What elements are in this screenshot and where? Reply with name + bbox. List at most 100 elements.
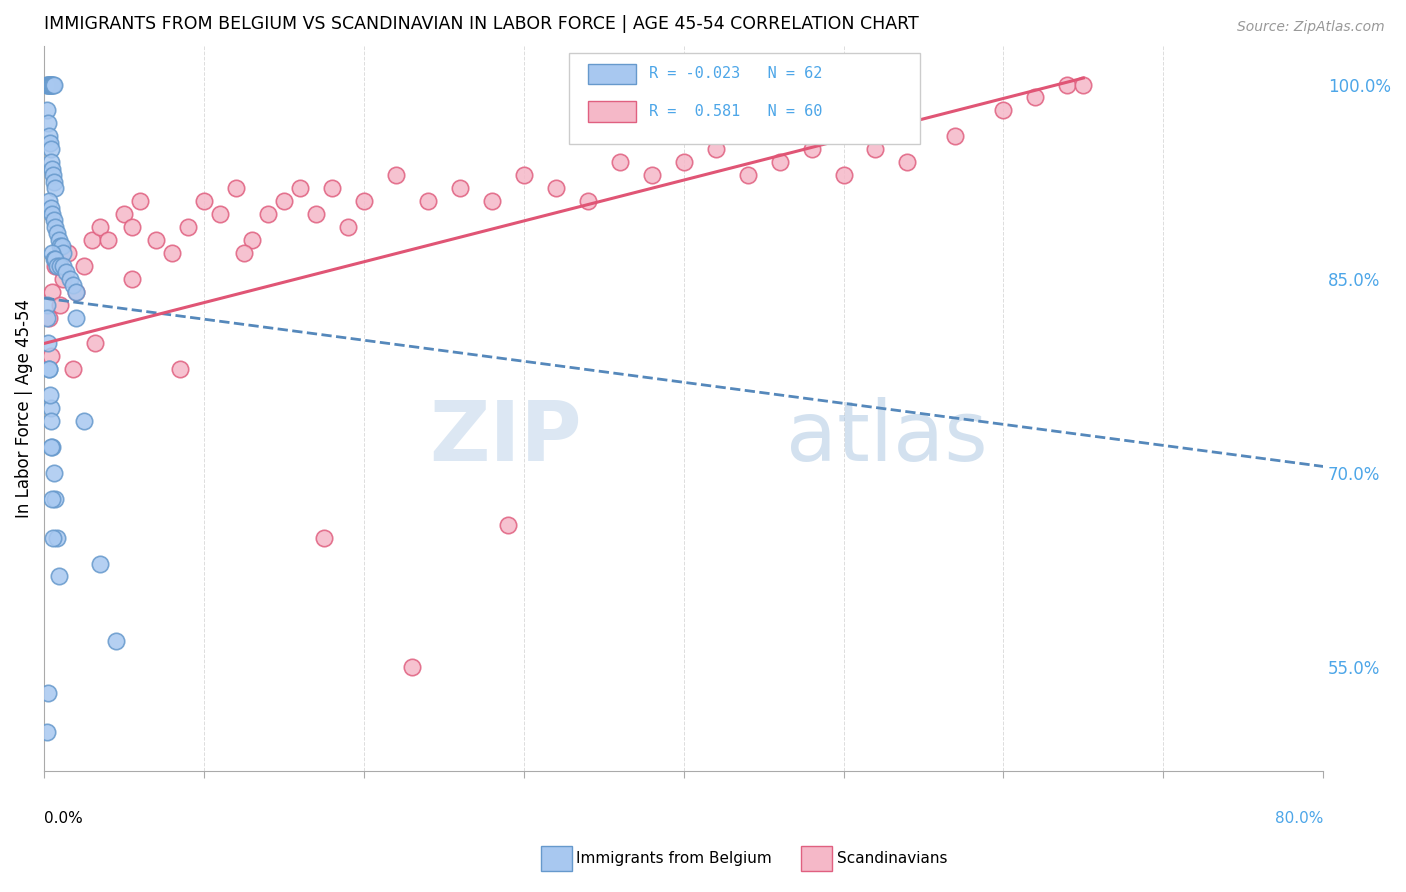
Point bbox=[39, 201, 62, 215]
Point bbox=[38, 129, 60, 144]
Point bbox=[89, 219, 111, 234]
Point bbox=[37, 103, 59, 118]
Point bbox=[41, 161, 63, 176]
Point bbox=[38, 310, 60, 325]
Point bbox=[44, 259, 66, 273]
Point bbox=[45, 531, 67, 545]
Y-axis label: In Labor Force | Age 45-54: In Labor Force | Age 45-54 bbox=[15, 299, 32, 517]
Point bbox=[42, 213, 65, 227]
Point bbox=[177, 219, 200, 234]
Point bbox=[208, 207, 231, 221]
Point bbox=[865, 142, 887, 156]
Text: R = -0.023   N = 62: R = -0.023 N = 62 bbox=[650, 66, 823, 81]
Point bbox=[737, 168, 759, 182]
Point bbox=[640, 168, 662, 182]
Text: 0.0%: 0.0% bbox=[44, 811, 83, 826]
Point bbox=[42, 252, 65, 267]
Point bbox=[121, 219, 143, 234]
Point bbox=[576, 194, 599, 208]
Point bbox=[41, 285, 63, 299]
Point bbox=[38, 388, 60, 402]
Point bbox=[41, 78, 63, 92]
Point bbox=[35, 724, 58, 739]
Point bbox=[41, 440, 63, 454]
Point bbox=[672, 155, 695, 169]
Point bbox=[42, 168, 65, 182]
Point bbox=[288, 181, 311, 195]
Point bbox=[1071, 78, 1094, 92]
Text: Immigrants from Belgium: Immigrants from Belgium bbox=[576, 851, 772, 865]
Point bbox=[416, 194, 439, 208]
Point bbox=[45, 227, 67, 241]
Point bbox=[240, 233, 263, 247]
Point bbox=[44, 181, 66, 195]
Point bbox=[609, 155, 631, 169]
Point bbox=[73, 414, 96, 428]
Point bbox=[121, 271, 143, 285]
Text: atlas: atlas bbox=[786, 397, 987, 478]
Point bbox=[41, 207, 63, 221]
Point bbox=[37, 78, 59, 92]
Point bbox=[39, 440, 62, 454]
Point bbox=[544, 181, 567, 195]
Point bbox=[52, 245, 75, 260]
Point bbox=[49, 259, 72, 273]
Point bbox=[225, 181, 247, 195]
Point bbox=[38, 362, 60, 376]
Point bbox=[65, 285, 87, 299]
Point bbox=[160, 245, 183, 260]
Point bbox=[37, 78, 59, 92]
Point bbox=[896, 155, 918, 169]
Point bbox=[52, 271, 75, 285]
Point bbox=[449, 181, 471, 195]
Point bbox=[321, 181, 343, 195]
Point bbox=[39, 350, 62, 364]
Point bbox=[45, 259, 67, 273]
Point bbox=[42, 175, 65, 189]
Text: ZIP: ZIP bbox=[429, 397, 581, 478]
Point bbox=[45, 259, 67, 273]
FancyBboxPatch shape bbox=[588, 64, 637, 84]
Text: Source: ZipAtlas.com: Source: ZipAtlas.com bbox=[1237, 20, 1385, 34]
Point bbox=[62, 278, 84, 293]
Point bbox=[39, 78, 62, 92]
Point bbox=[832, 168, 855, 182]
Point bbox=[35, 297, 58, 311]
Point bbox=[993, 103, 1015, 118]
Point bbox=[129, 194, 152, 208]
Point bbox=[169, 362, 191, 376]
Point bbox=[41, 491, 63, 506]
Point bbox=[336, 219, 359, 234]
Point bbox=[44, 252, 66, 267]
Point bbox=[112, 207, 135, 221]
Point bbox=[49, 297, 72, 311]
Point bbox=[305, 207, 328, 221]
Point bbox=[42, 78, 65, 92]
Point bbox=[768, 155, 790, 169]
Point bbox=[1056, 78, 1078, 92]
Point bbox=[49, 239, 72, 253]
Point bbox=[513, 168, 536, 182]
Point bbox=[73, 259, 96, 273]
Point bbox=[84, 336, 107, 351]
Point bbox=[89, 557, 111, 571]
Point bbox=[37, 336, 59, 351]
Point bbox=[52, 259, 75, 273]
Point bbox=[39, 401, 62, 416]
Point bbox=[193, 194, 215, 208]
FancyBboxPatch shape bbox=[568, 53, 921, 144]
Point bbox=[1024, 90, 1046, 104]
Point bbox=[37, 310, 59, 325]
Point bbox=[44, 219, 66, 234]
Point bbox=[42, 531, 65, 545]
Point bbox=[38, 362, 60, 376]
Point bbox=[800, 142, 823, 156]
Point bbox=[39, 414, 62, 428]
Point bbox=[35, 78, 58, 92]
Point bbox=[44, 491, 66, 506]
Point bbox=[233, 245, 256, 260]
Point bbox=[59, 271, 82, 285]
Point bbox=[945, 129, 967, 144]
FancyBboxPatch shape bbox=[588, 102, 637, 122]
Text: IMMIGRANTS FROM BELGIUM VS SCANDINAVIAN IN LABOR FORCE | AGE 45-54 CORRELATION C: IMMIGRANTS FROM BELGIUM VS SCANDINAVIAN … bbox=[44, 15, 920, 33]
